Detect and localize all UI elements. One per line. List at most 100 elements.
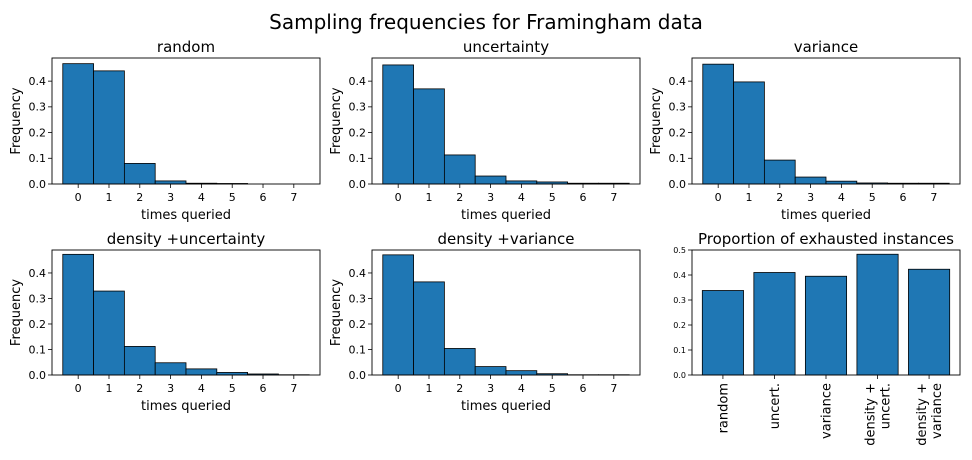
x-tick-label: uncert. <box>768 383 783 429</box>
axes-frame <box>371 57 641 185</box>
axes-frame <box>691 57 961 185</box>
x-tick-label: 1 <box>105 191 112 204</box>
bar <box>93 70 125 185</box>
x-tick-label: 1 <box>425 191 432 204</box>
x-axis-label: times queried <box>461 399 551 414</box>
bar <box>804 275 848 376</box>
x-tick-label: 0 <box>395 191 402 204</box>
y-axis-label: Frequency <box>9 279 24 346</box>
y-tick-label: 0.0 <box>669 178 687 191</box>
y-tick-label: 0.3 <box>349 292 367 305</box>
x-tick-label: 7 <box>610 191 617 204</box>
y-tick-label: 0.4 <box>673 271 686 280</box>
chart-panel-3: 0.0 0.1 0.2 0.3 0.4 0 1 2 3 4 5 6 7 variance times que… <box>649 38 961 223</box>
x-tick-label: 2 <box>456 382 463 395</box>
bar <box>443 154 476 185</box>
x-tick-label: 4 <box>518 382 525 395</box>
bar <box>474 366 507 376</box>
bar <box>93 290 125 376</box>
chart-title: variance <box>794 38 859 56</box>
y-tick-label: 0.5 <box>673 246 686 255</box>
x-tick-label: random <box>716 383 731 433</box>
x-tick-label: 3 <box>487 382 494 395</box>
x-tick-label: 6 <box>580 382 587 395</box>
axes-frame <box>51 249 321 376</box>
y-tick-label: 0.1 <box>29 343 47 356</box>
y-tick-label: 0.2 <box>669 126 687 139</box>
x-tick-label: 3 <box>167 382 174 395</box>
x-tick-label-line: variance <box>820 383 835 439</box>
y-tick-label: 0.2 <box>29 318 47 331</box>
y-tick-label: 0.1 <box>673 346 686 355</box>
bar <box>908 268 951 376</box>
x-tick-label: variance <box>820 383 835 439</box>
x-axis-label: times queried <box>141 399 231 414</box>
x-tick-label: 4 <box>518 191 525 204</box>
bar <box>62 253 94 376</box>
x-tick-label: 6 <box>580 191 587 204</box>
x-tick-label: 3 <box>807 191 814 204</box>
bar <box>123 163 156 185</box>
chart-panel-4: 0.0 0.1 0.2 0.3 0.4 0 1 2 3 4 5 6 7 density +uncertai… <box>9 230 321 414</box>
chart-title: Proportion of exhausted instances <box>698 230 954 248</box>
y-tick-label: 0.2 <box>29 126 47 139</box>
bar <box>443 348 476 376</box>
chart-title: density +variance <box>438 230 575 248</box>
y-tick-label: 0.4 <box>29 75 47 88</box>
x-tick-label: 3 <box>487 191 494 204</box>
y-tick-label: 0.3 <box>673 296 686 305</box>
x-tick-label: 7 <box>290 191 297 204</box>
x-tick-label: density +variance <box>915 383 945 446</box>
bar <box>505 370 538 376</box>
y-tick-label: 0.1 <box>669 152 687 165</box>
x-tick-label: 6 <box>260 382 267 395</box>
y-tick-label: 0.0 <box>29 178 47 191</box>
x-tick-label-line: uncert. <box>879 383 894 429</box>
y-tick-label: 0.2 <box>349 126 367 139</box>
x-tick-label: 0 <box>395 382 402 395</box>
y-axis-label: Frequency <box>649 87 664 154</box>
x-axis-label: times queried <box>781 208 871 223</box>
y-tick-label: 0.3 <box>349 101 367 114</box>
x-tick-label-line: random <box>716 383 731 433</box>
x-tick-label: 1 <box>745 191 752 204</box>
x-tick-label: 2 <box>456 191 463 204</box>
y-tick-label: 0.1 <box>29 152 47 165</box>
x-tick-label: 5 <box>229 382 236 395</box>
y-tick-label: 0.0 <box>673 371 686 380</box>
y-axis-label: Frequency <box>329 87 344 154</box>
bar <box>505 180 538 185</box>
y-tick-label: 0.0 <box>349 369 367 382</box>
chart-title: uncertainty <box>463 38 549 56</box>
x-axis-label: times queried <box>141 208 231 223</box>
x-tick-label: 2 <box>776 191 783 204</box>
x-tick-label: 1 <box>425 382 432 395</box>
y-axis-label: Frequency <box>329 279 344 346</box>
x-axis-label: times queried <box>461 208 551 223</box>
x-tick-label: 7 <box>290 382 297 395</box>
x-tick-label: 7 <box>610 382 617 395</box>
bar <box>413 281 445 376</box>
y-tick-label: 0.2 <box>673 321 686 330</box>
x-tick-label: 0 <box>715 191 722 204</box>
bar <box>413 88 445 185</box>
bar <box>733 81 765 185</box>
x-tick-label: 5 <box>549 382 556 395</box>
x-tick-label-line: uncert. <box>768 383 783 429</box>
bar <box>753 272 796 376</box>
bar <box>382 254 414 376</box>
x-tick-label: 0 <box>75 382 82 395</box>
x-tick-label-line: variance <box>930 383 945 439</box>
x-tick-label: 2 <box>136 382 143 395</box>
bar <box>856 253 899 376</box>
bar <box>154 362 187 376</box>
bar <box>123 346 156 376</box>
panels-container: 0.0 0.1 0.2 0.3 0.4 0 1 2 3 4 5 6 7 random times queri… <box>9 38 961 446</box>
x-tick-label: 6 <box>260 191 267 204</box>
y-tick-label: 0.1 <box>349 152 367 165</box>
x-tick-label: 0 <box>75 191 82 204</box>
y-tick-label: 0.4 <box>669 75 687 88</box>
y-tick-label: 0.2 <box>349 318 367 331</box>
bar <box>702 63 734 185</box>
